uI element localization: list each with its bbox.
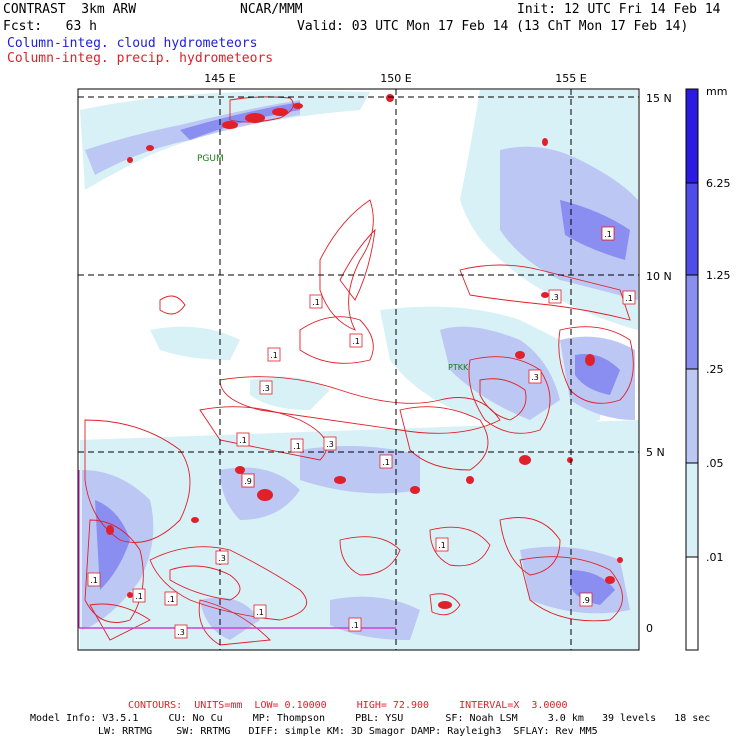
colorbar-swatch-6 xyxy=(686,557,698,650)
svg-text:.1: .1 xyxy=(352,337,360,346)
legend-precip: Column-integ. precip. hydrometeors xyxy=(7,51,274,66)
map-frame xyxy=(77,88,640,651)
colorbar-swatch-1 xyxy=(686,89,698,183)
svg-text:.3: .3 xyxy=(262,384,270,393)
colorbar-swatch-3 xyxy=(686,275,698,369)
colorbar-level-2: 1.25 xyxy=(706,269,731,282)
map-svg: 145 E 150 E 155 E 15 N 10 N 5 N 0 xyxy=(77,72,731,651)
model-info-line2: LW: RRTMG SW: RRTMG DIFF: simple KM: 3D … xyxy=(98,726,598,737)
colorbar-unit: mm xyxy=(706,85,727,98)
svg-text:.9: .9 xyxy=(244,477,252,486)
contour-label: .1 xyxy=(253,604,267,619)
contour-label: .1 xyxy=(622,290,636,305)
colorbar-level-1: 6.25 xyxy=(706,177,731,190)
svg-text:.1: .1 xyxy=(270,351,278,360)
contour-label: .3 xyxy=(528,369,542,384)
colorbar-level-5: .01 xyxy=(706,551,724,564)
svg-text:.1: .1 xyxy=(438,541,446,550)
contour-label: .1 xyxy=(601,226,615,241)
cloud-shading xyxy=(80,90,639,650)
contour-label: .1 xyxy=(435,537,449,552)
contour-label: .1 xyxy=(379,454,393,469)
svg-text:.9: .9 xyxy=(582,596,590,605)
colorbar: mm 6.25 1.25 .25 .05 .01 xyxy=(685,85,731,651)
lat-label-0: 0 xyxy=(646,622,653,635)
contour-label: .1 xyxy=(236,432,250,447)
contour-label: .3 xyxy=(215,550,229,565)
contour-labels: .1 .1 .1 .3 .1 .1 .3 .9 .1 .3 .1 .3 .1 .9 .1 .3 .1 .1 .1 .3… xyxy=(87,226,636,639)
svg-text:.1: .1 xyxy=(312,298,320,307)
station-pgum: PGUM xyxy=(197,154,224,164)
colorbar-swatch-2 xyxy=(686,183,698,275)
model-info-line1: Model Info: V3.5.1 CU: No Cu MP: Thompso… xyxy=(30,713,711,724)
svg-text:.3: .3 xyxy=(326,440,334,449)
station-ptkk: PTKK xyxy=(448,363,469,372)
contour-label: .3 xyxy=(548,289,562,304)
svg-text:.1: .1 xyxy=(239,436,247,445)
center-label: NCAR/MMM xyxy=(240,2,303,17)
svg-text:.1: .1 xyxy=(293,442,301,451)
contour-label: .3 xyxy=(174,624,188,639)
contour-label: .1 xyxy=(164,591,178,606)
contour-label: .3 xyxy=(323,436,337,451)
contour-label: .1 xyxy=(309,294,323,309)
svg-text:.3: .3 xyxy=(551,293,559,302)
contour-label: .1 xyxy=(132,588,146,603)
colorbar-level-4: .05 xyxy=(706,457,724,470)
svg-text:.3: .3 xyxy=(177,628,185,637)
svg-text:.1: .1 xyxy=(90,576,98,585)
contour-label: .9 xyxy=(579,592,593,607)
svg-text:.1: .1 xyxy=(351,621,359,630)
svg-text:.3: .3 xyxy=(531,373,539,382)
contour-label: .3 xyxy=(259,380,273,395)
lon-label-155: 155 E xyxy=(555,72,586,85)
colorbar-swatch-5 xyxy=(686,463,698,557)
svg-text:.1: .1 xyxy=(625,294,633,303)
svg-text:.1: .1 xyxy=(256,608,264,617)
contour-label: .1 xyxy=(348,617,362,632)
lat-label-15n: 15 N xyxy=(646,92,672,105)
legend-cloud: Column-integ. cloud hydrometeors xyxy=(7,36,258,51)
svg-text:.1: .1 xyxy=(382,458,390,467)
colorbar-level-3: .25 xyxy=(706,363,724,376)
lat-label-5n: 5 N xyxy=(646,446,665,459)
valid-time: Valid: 03 UTC Mon 17 Feb 14 (13 ChT Mon … xyxy=(297,19,689,34)
contour-label: .9 xyxy=(241,473,255,488)
svg-text:.1: .1 xyxy=(135,592,143,601)
contour-label: .1 xyxy=(87,572,101,587)
graticule xyxy=(78,89,639,650)
contour-label: .1 xyxy=(290,438,304,453)
svg-text:.1: .1 xyxy=(167,595,175,604)
contour-label: .1 xyxy=(267,347,281,362)
precip-cores xyxy=(106,94,623,609)
forecast-hour: Fcst: 63 h xyxy=(3,19,97,34)
lon-label-145: 145 E xyxy=(204,72,235,85)
plot-title: CONTRAST 3km ARW xyxy=(3,2,137,17)
lat-label-10n: 10 N xyxy=(646,270,672,283)
contour-label: .1 xyxy=(349,333,363,348)
svg-text:.1: .1 xyxy=(604,230,612,239)
init-time: Init: 12 UTC Fri 14 Feb 14 xyxy=(517,2,721,17)
contour-info: CONTOURS: UNITS=mm LOW= 0.10000 HIGH= 72… xyxy=(128,700,568,711)
lon-label-150: 150 E xyxy=(380,72,411,85)
map-field xyxy=(78,90,639,650)
colorbar-swatch-4 xyxy=(686,369,698,463)
svg-text:.3: .3 xyxy=(218,554,226,563)
